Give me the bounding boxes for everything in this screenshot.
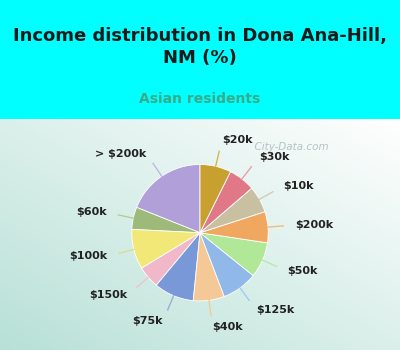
Wedge shape: [132, 229, 200, 268]
Text: $30k: $30k: [259, 152, 289, 162]
Text: Asian residents: Asian residents: [139, 92, 261, 106]
Wedge shape: [200, 172, 252, 233]
Wedge shape: [137, 164, 200, 233]
Wedge shape: [132, 208, 200, 233]
Wedge shape: [200, 233, 268, 275]
Wedge shape: [193, 233, 224, 301]
Wedge shape: [200, 233, 253, 296]
Wedge shape: [156, 233, 200, 301]
Wedge shape: [200, 212, 268, 243]
Text: $20k: $20k: [222, 135, 252, 145]
Text: $40k: $40k: [213, 322, 243, 332]
Text: $125k: $125k: [256, 305, 294, 315]
Text: $150k: $150k: [90, 290, 128, 300]
Text: $100k: $100k: [69, 251, 107, 261]
Wedge shape: [142, 233, 200, 285]
Text: Income distribution in Dona Ana-Hill,
NM (%): Income distribution in Dona Ana-Hill, NM…: [13, 27, 387, 67]
Text: City-Data.com: City-Data.com: [248, 142, 329, 152]
Text: $200k: $200k: [295, 220, 333, 230]
Text: > $200k: > $200k: [95, 149, 146, 159]
Text: $10k: $10k: [283, 181, 314, 191]
Text: $75k: $75k: [132, 316, 163, 326]
Wedge shape: [200, 188, 265, 233]
Text: $50k: $50k: [288, 266, 318, 276]
Text: $60k: $60k: [76, 207, 107, 217]
Wedge shape: [200, 164, 230, 233]
